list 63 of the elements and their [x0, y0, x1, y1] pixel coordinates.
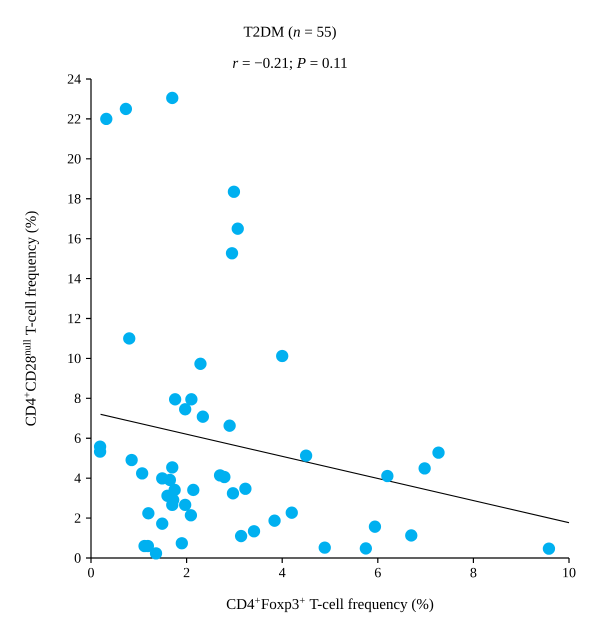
- point: [223, 420, 236, 432]
- point: [166, 461, 178, 474]
- x-tick-label: 4: [278, 568, 286, 578]
- y-tick-label: 14: [68, 274, 81, 284]
- y-tick-label: 8: [74, 394, 81, 404]
- x-tick-label: 6: [374, 568, 381, 578]
- point: [228, 186, 240, 198]
- point: [166, 92, 178, 104]
- point: [168, 393, 182, 406]
- y-tick-label: 6: [74, 434, 81, 443]
- x-tick-label: 2: [184, 568, 190, 578]
- point: [179, 498, 192, 512]
- point: [381, 470, 394, 482]
- point: [368, 520, 382, 533]
- point: [226, 247, 238, 260]
- point: [176, 537, 188, 550]
- y-tick-label: 2: [74, 513, 80, 523]
- point: [318, 541, 331, 554]
- x-axis-title: CD4$^{+}$Foxp3$^{+}$ T-cell frequency (%): [226, 598, 434, 612]
- point: [123, 332, 136, 345]
- chart-subtitle: r = −0.21; P = 0.11: [232, 58, 347, 70]
- point: [276, 350, 288, 362]
- point: [164, 474, 176, 486]
- y-tick-label: 24: [68, 74, 81, 84]
- point: [185, 393, 198, 406]
- y-tick-label: 18: [68, 194, 81, 204]
- point: [418, 462, 431, 475]
- point: [194, 358, 207, 370]
- point: [234, 530, 248, 542]
- point: [432, 446, 445, 459]
- x-tick-label: 10: [563, 568, 576, 578]
- point: [360, 542, 372, 555]
- x-tick-label: 0: [88, 568, 94, 578]
- point: [136, 467, 148, 480]
- point: [125, 454, 138, 466]
- point: [179, 403, 192, 416]
- x-tick-label: 8: [470, 568, 476, 578]
- y-tick-label: 4: [74, 474, 81, 483]
- y-tick-label: 12: [68, 314, 80, 324]
- point: [286, 506, 298, 519]
- point: [150, 547, 162, 560]
- y-tick-label: 22: [68, 114, 80, 124]
- point: [184, 509, 198, 522]
- point: [542, 542, 556, 555]
- point: [405, 529, 418, 542]
- y-axis-title: CD4$^{+}$CD28$^{null}$ T-cell frequency (%): [23, 211, 39, 426]
- point: [226, 487, 240, 500]
- point: [268, 514, 281, 527]
- point: [196, 410, 210, 423]
- point: [248, 525, 260, 538]
- point: [232, 222, 244, 235]
- point: [187, 484, 200, 496]
- point: [156, 518, 168, 530]
- chart-title: T2DM (n = 55): [244, 26, 336, 40]
- point: [142, 507, 155, 520]
- point: [300, 449, 312, 462]
- y-tick-label: 0: [74, 553, 81, 563]
- point: [239, 482, 252, 495]
- y-tick-label: 20: [68, 154, 81, 164]
- point: [100, 112, 112, 126]
- y-tick-label: 16: [68, 234, 81, 244]
- y-tick-label: 10: [68, 354, 81, 364]
- point: [120, 102, 132, 116]
